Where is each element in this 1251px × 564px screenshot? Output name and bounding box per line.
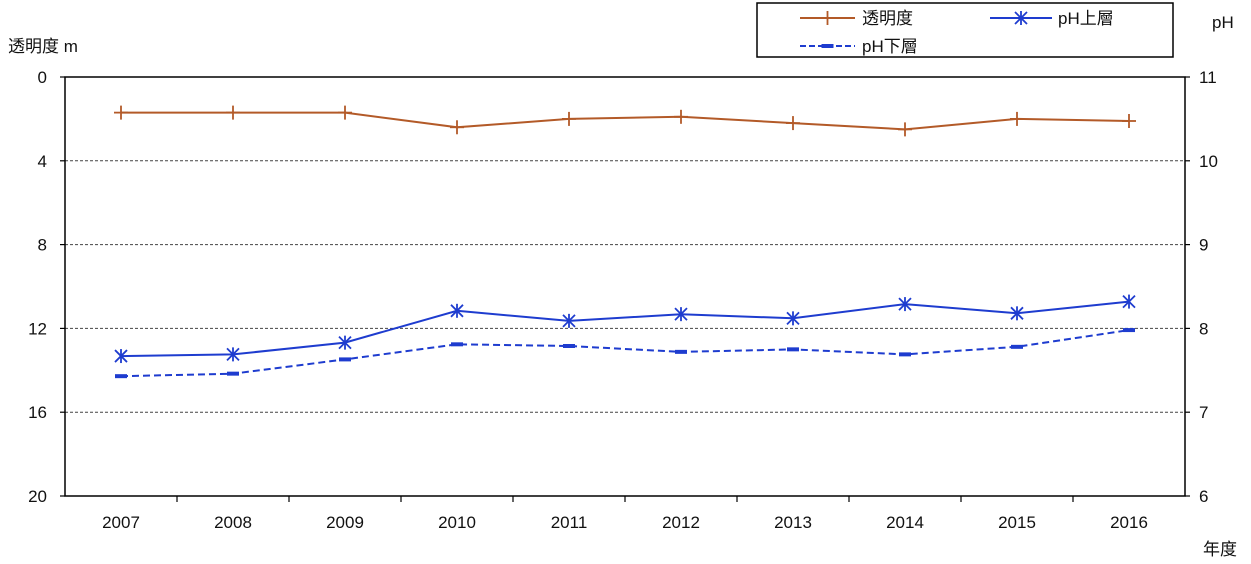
right-tick-label: 7 xyxy=(1199,403,1208,422)
x-tick-label: 2007 xyxy=(102,513,140,532)
ph-upper-layer-point-2014 xyxy=(898,297,912,312)
left-axis-title: 透明度 m xyxy=(8,37,78,56)
legend-label: pH上層 xyxy=(1058,9,1114,28)
left-tick-label: 4 xyxy=(38,152,47,171)
legend-marker xyxy=(820,11,835,25)
right-tick-label: 8 xyxy=(1199,319,1208,338)
ph-upper-layer-point-2015 xyxy=(1010,306,1024,321)
transparency-point-2016 xyxy=(1122,113,1136,128)
transparency-point-2009 xyxy=(338,105,352,120)
ph-upper-layer-point-2013 xyxy=(786,311,800,326)
ph-upper-layer-point-2016 xyxy=(1122,294,1136,309)
legend: 透明度 pH上層 pH下層 xyxy=(756,2,1174,58)
transparency-point-2015 xyxy=(1010,111,1024,126)
ph-upper-layer-line xyxy=(120,300,1130,358)
transparency-point-2012 xyxy=(674,109,688,124)
legend-marker xyxy=(1014,11,1028,25)
left-tick-label: 8 xyxy=(38,236,47,255)
legend-item-transparency: 透明度 xyxy=(800,9,913,28)
legend-item-ph-upper-layer: pH上層 xyxy=(990,9,1114,28)
x-tick-label: 2011 xyxy=(551,513,588,532)
right-tick-label: 9 xyxy=(1199,236,1208,255)
right-axis-title: pH xyxy=(1212,13,1234,32)
ph-upper-layer-point-2007 xyxy=(114,349,128,364)
ph-upper-layer-point-2010 xyxy=(450,303,464,318)
transparency-point-2014 xyxy=(898,122,912,137)
x-tick-label: 2008 xyxy=(214,513,252,532)
left-tick-label: 16 xyxy=(28,403,47,422)
ph-upper-layer-point-2008 xyxy=(226,347,240,362)
left-tick-label: 12 xyxy=(28,319,47,338)
legend-label: pH下層 xyxy=(862,37,918,56)
transparency-point-2008 xyxy=(226,105,240,120)
gridlines xyxy=(65,160,1185,413)
ph-upper-layer-point-2012 xyxy=(674,307,688,322)
plot-frame xyxy=(64,76,1186,497)
x-axis-title: 年度 xyxy=(1203,540,1237,559)
x-tick-label: 2014 xyxy=(886,513,924,532)
x-tick-label: 2016 xyxy=(1110,513,1148,532)
series-layer xyxy=(114,105,1136,379)
legend-label: 透明度 xyxy=(862,9,913,28)
transparency-line xyxy=(121,111,1130,131)
ph-upper-layer-point-2011 xyxy=(562,313,576,328)
transparency-point-2013 xyxy=(786,116,800,131)
right-tick-label: 6 xyxy=(1199,487,1208,506)
transparency-point-2010 xyxy=(450,120,464,135)
x-tick-label: 2010 xyxy=(438,513,476,532)
right-tick-label: 10 xyxy=(1199,152,1218,171)
right-tick-label: 11 xyxy=(1199,68,1217,87)
x-tick-label: 2009 xyxy=(326,513,364,532)
ph-lower-layer-line xyxy=(120,329,1130,378)
x-tick-label: 2015 xyxy=(998,513,1036,532)
x-tick-label: 2012 xyxy=(662,513,700,532)
transparency-point-2011 xyxy=(562,111,576,126)
left-tick-label: 0 xyxy=(38,68,47,87)
legend-item-ph-lower-layer: pH下層 xyxy=(800,37,918,56)
ph-upper-layer-point-2009 xyxy=(338,335,352,350)
x-tick-label: 2013 xyxy=(774,513,812,532)
left-tick-label: 20 xyxy=(28,487,47,506)
transparency-point-2007 xyxy=(114,105,128,120)
